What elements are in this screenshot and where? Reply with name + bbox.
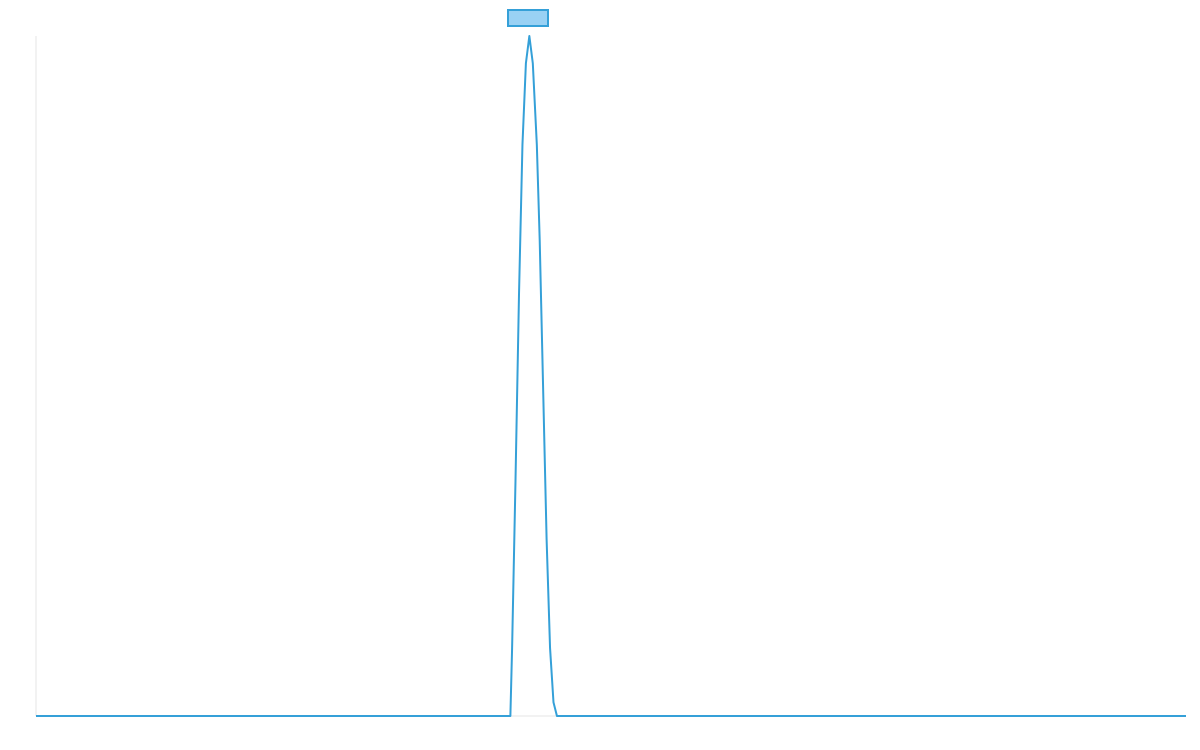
legend[interactable] (507, 9, 549, 27)
series-layer (36, 35, 1186, 717)
legend-swatch[interactable] (507, 9, 549, 27)
series-line-0 (36, 35, 1186, 717)
